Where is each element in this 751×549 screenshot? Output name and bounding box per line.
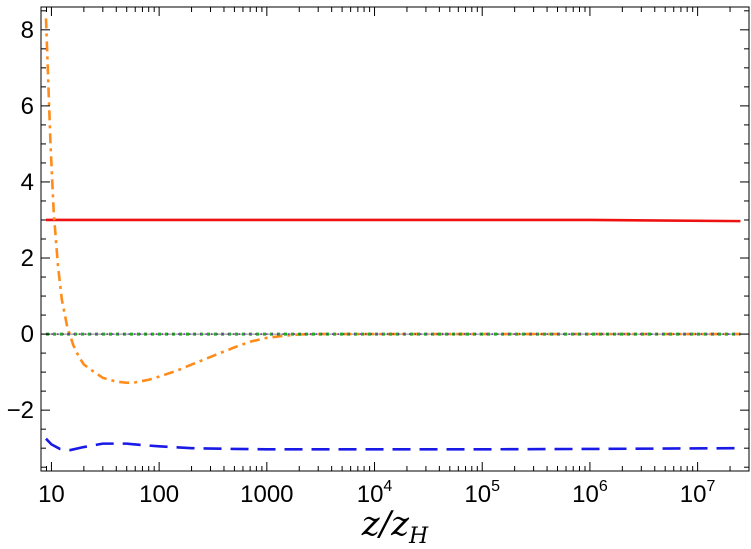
- x-tick-label: 100: [139, 481, 179, 508]
- y-tick-label: 6: [21, 93, 34, 120]
- series-line-2: [44, 18, 741, 385]
- y-tick-label: 0: [21, 321, 34, 348]
- series-line-1: [45, 218, 741, 223]
- y-tick-label: 2: [21, 245, 34, 272]
- y-tick-label: 8: [21, 17, 34, 44]
- series-line-3: [45, 437, 741, 452]
- x-tick-label: 10: [38, 481, 65, 508]
- x-tick-label: 106: [572, 478, 608, 508]
- y-tick-label: 4: [21, 169, 34, 196]
- x-tick-label: 105: [464, 478, 500, 508]
- plot-frame: [40, 6, 750, 472]
- x-axis-title: z/zH: [361, 504, 429, 549]
- y-tick-label: −2: [7, 397, 34, 424]
- x-tick-layer: 10 100 1000 104 105 106 107: [38, 7, 750, 508]
- x-tick-label: 107: [680, 478, 716, 508]
- x-tick-label: 1000: [240, 481, 293, 508]
- y-tick-layer: 8 6 4 2 0 −2: [7, 10, 749, 468]
- x-tick-label: 104: [357, 478, 393, 508]
- series-layer: [44, 18, 741, 452]
